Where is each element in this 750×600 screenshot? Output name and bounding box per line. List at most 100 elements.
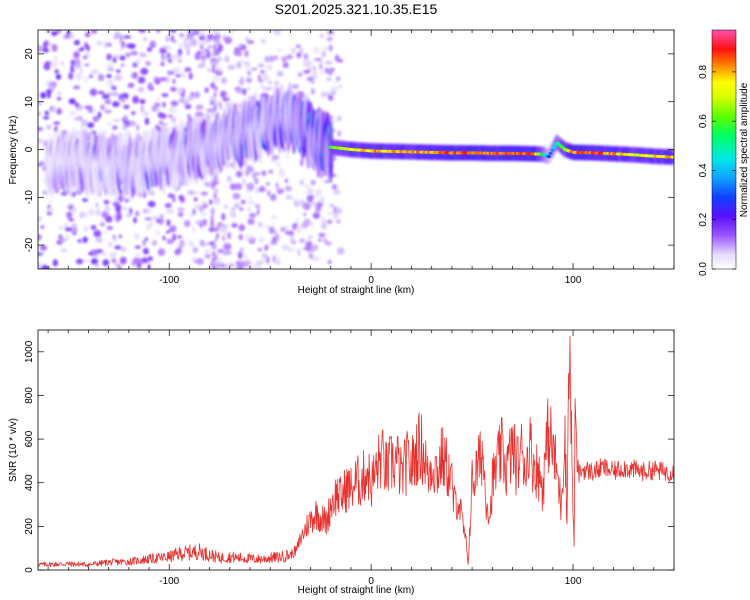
heatmap-noise-cell	[70, 206, 77, 214]
heatmap-noise-cell	[112, 54, 121, 59]
heatmap-noise-cell	[249, 263, 254, 269]
heatmap-noise-cell	[213, 44, 217, 50]
heatmap-noise-cell	[235, 62, 242, 69]
heatmap-noise-cell	[232, 192, 241, 200]
heatmap-noise-cell	[82, 198, 89, 202]
heatmap-noise-cell	[222, 35, 227, 41]
heatmap-noise-cell	[286, 54, 293, 60]
heatmap-noise-cell	[83, 236, 88, 243]
heatmap-noise-cell	[264, 55, 270, 63]
colorbar-label: Normalized spectral amplitude	[739, 82, 750, 217]
heatmap-noise-cell	[101, 211, 109, 219]
heatmap-noise-cell	[53, 121, 61, 126]
heatmap-noise-cell	[326, 92, 333, 96]
heatmap-noise-cell	[142, 239, 147, 246]
heatmap-noise-cell	[58, 234, 62, 240]
heatmap-noise-cell	[81, 46, 85, 51]
heatmap-noise-cell	[72, 85, 81, 90]
heatmap-noise-cell	[142, 247, 149, 255]
heatmap-noise-cell	[48, 41, 52, 47]
heatmap-noise-cell	[334, 207, 343, 215]
heatmap-noise-cell	[46, 124, 52, 130]
heatmap-noise-cell	[239, 76, 244, 82]
heatmap-noise-cell	[261, 170, 267, 177]
heatmap-noise-cell	[100, 222, 105, 227]
heatmap-noise-cell	[187, 35, 195, 40]
heatmap-noise-cell	[56, 91, 62, 95]
heatmap-noise-cell	[334, 79, 338, 84]
heatmap-noise-cell	[192, 246, 199, 254]
heatmap-noise-cell	[212, 251, 216, 257]
heatmap-noise-cell	[328, 203, 335, 208]
heatmap-noise-cell	[235, 88, 243, 94]
heatmap-noise-cell	[334, 54, 340, 62]
heatmap-noise-cell	[219, 90, 227, 98]
heatmap-noise-cell	[276, 162, 281, 168]
heatmap-noise-cell	[303, 212, 307, 216]
heatmap-noise-cell	[214, 86, 218, 92]
heatmap-noise-cell	[73, 51, 80, 59]
heatmap-noise-cell	[149, 40, 157, 49]
heatmap-noise-cell	[166, 209, 174, 214]
heatmap-noise-cell	[217, 44, 224, 52]
heatmap-noise-cell	[164, 202, 172, 209]
heatmap-noise-cell	[321, 217, 326, 225]
heatmap-noise-cell	[68, 71, 74, 80]
heatmap-noise-cell	[245, 234, 250, 242]
heatmap-noise-cell	[195, 91, 200, 98]
heatmap-noise-cell	[38, 45, 43, 53]
heatmap-noise-cell	[196, 258, 204, 265]
heatmap-noise-cell	[105, 42, 113, 47]
heatmap-noise-cell	[234, 47, 242, 51]
heatmap-noise-cell	[69, 32, 75, 40]
heatmap-noise-cell	[156, 95, 161, 102]
heatmap-noise-cell	[120, 206, 129, 211]
colorbar-ticks: 0.0 0.2 0.4 0.6 0.8	[698, 64, 736, 276]
heatmap-noise-cell	[260, 70, 266, 74]
heatmap-noise-cell	[113, 236, 117, 242]
heatmap-noise-cell	[214, 256, 218, 262]
heatmap-noise-cell	[116, 212, 122, 221]
heatmap-noise-cell	[225, 94, 231, 99]
heatmap-noise-cell	[291, 47, 296, 54]
y-tick-label: 600	[24, 430, 35, 447]
heatmap-noise-cell	[295, 226, 303, 233]
heatmap-noise-cell	[203, 181, 212, 187]
heatmap-noise-cell	[146, 208, 152, 214]
heatmap-noise-cell	[147, 221, 155, 226]
heatmap-noise-cell	[246, 87, 251, 91]
heatmap-noise-cell	[162, 101, 166, 108]
heatmap-noise-cell	[40, 92, 47, 99]
heatmap-noise-cell	[264, 245, 268, 251]
heatmap-noise-cell	[107, 241, 113, 248]
heatmap-noise-cell	[325, 60, 333, 65]
heatmap-noise-cell	[307, 61, 314, 66]
heatmap-noise-cell	[107, 67, 115, 72]
heatmap-noise-cell	[195, 220, 204, 226]
heatmap-noise-cell	[59, 225, 63, 230]
heatmap-noise-cell	[244, 259, 252, 266]
heatmap-noise-cell	[303, 53, 309, 60]
heatmap-noise-cell	[176, 54, 182, 58]
heatmap-noise-cell	[204, 253, 212, 259]
heatmap-noise-cell	[126, 212, 132, 218]
heatmap-noise-cell	[48, 199, 53, 204]
heatmap-noise-cell	[90, 30, 98, 34]
heatmap-noise-cell	[118, 234, 122, 239]
heatmap-noise-cell	[142, 110, 150, 118]
heatmap-noise-cell	[246, 182, 254, 189]
heatmap-noise-cell	[321, 222, 327, 230]
heatmap-noise-cell	[247, 218, 255, 225]
heatmap-noise-cell	[171, 39, 177, 43]
heatmap-noise-cell	[114, 245, 122, 250]
heatmap-noise-cell	[194, 203, 199, 210]
heatmap-noise-cell	[84, 41, 88, 49]
heatmap-noise-cell	[307, 235, 313, 240]
heatmap-noise-cell	[45, 89, 53, 94]
heatmap-noise-cell	[169, 225, 177, 233]
heatmap-noise-cell	[156, 30, 161, 34]
heatmap-noise-cell	[208, 199, 213, 206]
heatmap-noise-cell	[46, 211, 53, 216]
heatmap-noise-cell	[102, 259, 110, 267]
heatmap-noise-cell	[274, 256, 281, 261]
